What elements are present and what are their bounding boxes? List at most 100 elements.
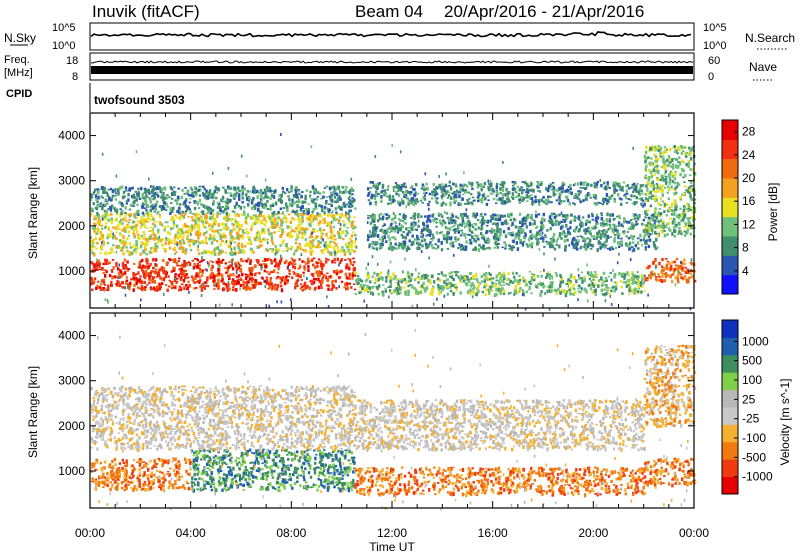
echo-cell: [166, 288, 169, 292]
echo-cell: [391, 195, 395, 198]
echo-cell: [465, 191, 468, 194]
echo-cell: [479, 231, 483, 236]
echo-cell: [633, 201, 636, 206]
echo-cell: [111, 194, 115, 198]
echo-cell: [622, 181, 625, 184]
echo-cell: [193, 225, 196, 230]
echo-cell: [516, 279, 519, 283]
echo-cell: [574, 182, 577, 186]
echo-cell: [516, 290, 519, 294]
echo-cell: [339, 227, 343, 229]
echo-cell: [220, 260, 223, 264]
echo-cell: [293, 271, 296, 275]
echo-cell: [640, 197, 643, 201]
echo-cell: [588, 277, 592, 280]
echo-cell: [251, 278, 255, 281]
echo-cell: [453, 201, 456, 204]
echo-cell: [243, 210, 246, 215]
echo-cell: [151, 230, 155, 234]
echo-cell: [151, 279, 154, 282]
echo-cell: [636, 271, 639, 274]
echo-cell: [245, 285, 248, 289]
echo-cell: [281, 241, 284, 245]
echo-cell: [457, 237, 460, 240]
echo-cell: [618, 185, 621, 188]
echo-cell: [295, 284, 299, 288]
echo-cell: [561, 224, 564, 229]
echo-cell: [300, 194, 303, 199]
echo-cell: [623, 194, 626, 197]
echo-cell: [168, 240, 171, 245]
echo-cell: [274, 258, 277, 262]
echo-cell: [204, 285, 207, 287]
echo-cell: [470, 230, 473, 234]
echo-cell: [148, 235, 151, 239]
echo-cell: [392, 198, 395, 203]
echo-cell: [182, 235, 185, 239]
echo-cell: [198, 252, 201, 256]
echo-cell: [606, 247, 610, 250]
echo-cell: [422, 281, 425, 285]
echo-cell: [628, 187, 631, 190]
echo-cell: [429, 219, 432, 223]
echo-cell: [255, 281, 258, 286]
echo-cell: [326, 214, 329, 217]
echo-cell: [224, 251, 228, 254]
echo-cell: [312, 281, 316, 284]
echo-cell: [399, 186, 403, 190]
echo-cell: [224, 267, 227, 269]
echo-cell: [303, 233, 306, 236]
echo-cell: [295, 238, 298, 241]
echo-cell: [373, 247, 376, 250]
echo-cell: [295, 273, 298, 277]
echo-cell: [388, 194, 391, 198]
echo-cell: [197, 225, 201, 229]
echo-cell: [486, 195, 490, 198]
echo-cell: [302, 271, 305, 274]
echo-cell: [288, 202, 292, 207]
echo-cell: [487, 221, 491, 224]
echo-cell: [449, 289, 453, 293]
echo-cell: [271, 248, 275, 251]
echo-cell: [183, 242, 187, 245]
echo-cell: [97, 195, 100, 200]
echo-cell: [135, 216, 138, 219]
echo-cell: [417, 281, 420, 283]
echo-cell: [481, 290, 484, 294]
echo-cell: [192, 266, 196, 270]
echo-cell: [327, 222, 330, 226]
echo-cell: [90, 196, 94, 199]
echo-cell: [161, 238, 165, 241]
echo-cell: [198, 185, 201, 188]
echo-cell: [246, 190, 250, 192]
echo-cell: [371, 193, 374, 198]
echo-cell: [221, 195, 225, 200]
echo-cell: [635, 223, 638, 226]
echo-cell: [613, 281, 616, 284]
echo-cell: [468, 197, 471, 200]
echo-cell: [474, 246, 477, 251]
echo-cell: [396, 292, 399, 296]
echo-cell: [493, 242, 497, 244]
echo-cell: [304, 194, 307, 199]
echo-cell: [236, 224, 239, 226]
echo-cell: [146, 204, 150, 208]
echo-cell: [172, 190, 175, 193]
echo-cell: [99, 202, 103, 205]
echo-cell: [252, 250, 255, 254]
echo-cell: [166, 194, 169, 197]
echo-cell: [316, 213, 319, 217]
echo-cell: [215, 284, 219, 288]
echo-cell: [129, 213, 133, 217]
echo-cell: [439, 186, 443, 191]
echo-cell: [279, 277, 282, 280]
echo-cell: [170, 241, 174, 244]
echo-cell: [378, 217, 382, 220]
echo-cell: [555, 243, 558, 246]
echo-cell: [373, 271, 376, 275]
echo-cell: [604, 277, 608, 280]
echo-cell: [437, 289, 441, 292]
echo-cell: [285, 202, 288, 207]
echo-cell: [470, 241, 473, 245]
echo-cell: [551, 184, 554, 187]
